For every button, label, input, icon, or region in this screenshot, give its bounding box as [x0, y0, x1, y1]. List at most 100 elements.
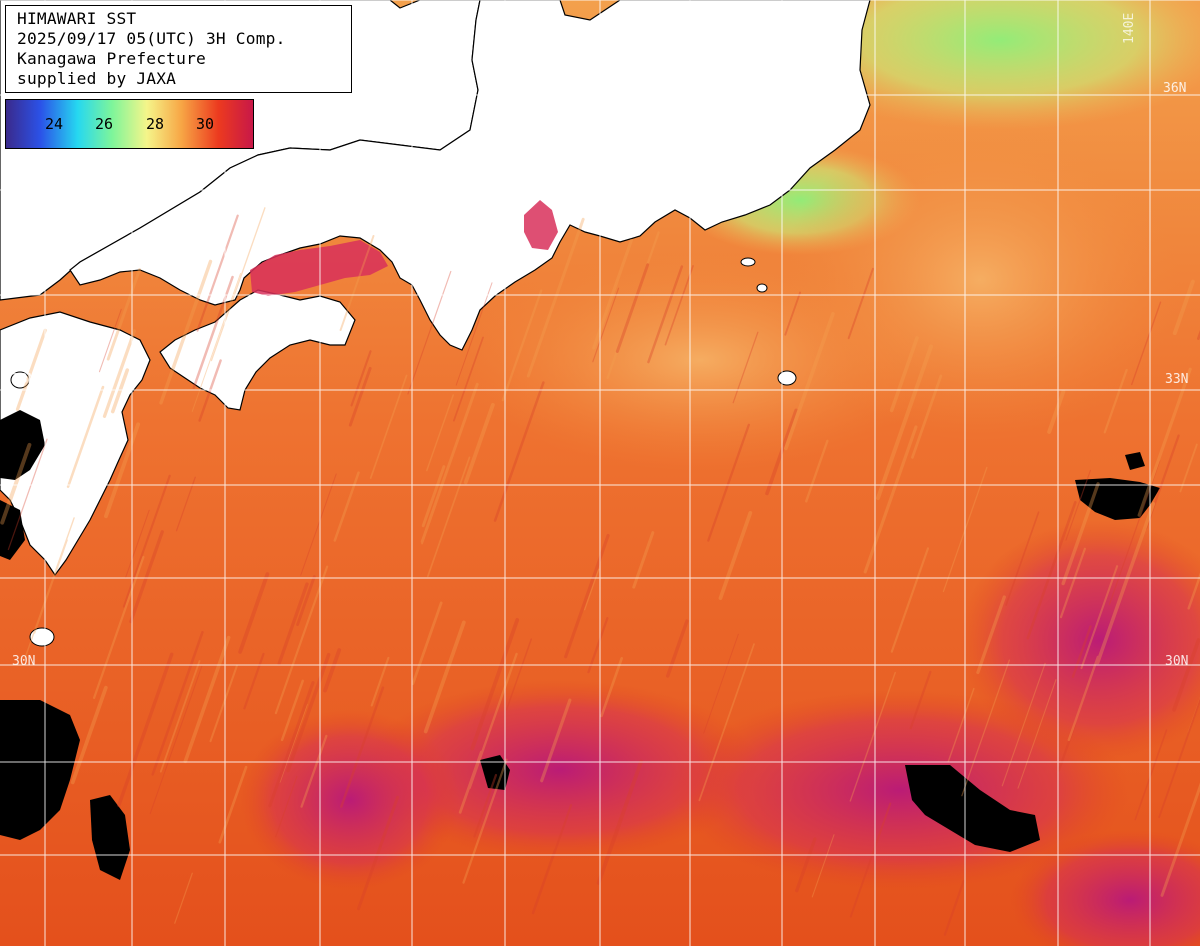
- texture-streak: [551, 804, 573, 860]
- texture-streak: [1061, 482, 1100, 586]
- texture-streak: [159, 259, 213, 405]
- texture-streak: [218, 765, 248, 844]
- info-supplier: supplied by JAXA: [17, 69, 177, 88]
- texture-streak: [647, 265, 684, 364]
- texture-streak: [423, 620, 466, 734]
- texture-streak: [453, 336, 484, 422]
- texture-streak: [1134, 729, 1168, 821]
- texture-streak: [209, 664, 238, 743]
- colorbar-tick-30: 30: [196, 115, 215, 133]
- texture-streak: [592, 287, 620, 363]
- texture-streak: [7, 438, 48, 551]
- texture-streak: [473, 773, 498, 838]
- texture-streak: [210, 207, 266, 362]
- texture-streak: [348, 366, 372, 427]
- texture-streak: [1172, 638, 1200, 712]
- cool-water-northeast: [770, 0, 1200, 130]
- texture-streak: [600, 657, 623, 718]
- texture-streak: [784, 291, 802, 336]
- texture-streak: [1187, 696, 1200, 733]
- texture-streak: [596, 759, 644, 885]
- lat-label-30n-left: 30N: [12, 654, 36, 669]
- texture-streak: [1103, 368, 1128, 434]
- texture-streak: [323, 648, 342, 693]
- texture-streak: [70, 685, 108, 785]
- texture-streak: [665, 619, 689, 678]
- texture-streak: [583, 568, 600, 611]
- texture-streak: [151, 630, 204, 776]
- texture-streak: [300, 473, 337, 576]
- texture-streak: [340, 686, 385, 808]
- texture-streak: [909, 670, 932, 730]
- texture-streak: [718, 510, 753, 600]
- texture-streak: [274, 565, 329, 715]
- texture-streak: [707, 423, 750, 542]
- lon-label-136e: 136E: [484, 12, 499, 44]
- texture-streak: [1047, 389, 1066, 434]
- info-prefecture: Kanagawa Prefecture: [17, 49, 206, 68]
- texture-streak: [110, 368, 130, 414]
- texture-streak: [1137, 367, 1192, 517]
- texture-streak: [149, 665, 203, 815]
- kyushu-land: [0, 311, 151, 577]
- texture-streak: [462, 758, 508, 884]
- texture-streak: [847, 267, 874, 340]
- temperature-colorbar: 24 26 28 30: [5, 99, 254, 149]
- texture-streak: [243, 652, 265, 710]
- texture-streak: [15, 328, 47, 411]
- texture-streak: [369, 374, 408, 479]
- texture-streak: [890, 547, 930, 653]
- lat-label-36n: 36N: [1163, 81, 1187, 96]
- sst-texture: [0, 207, 1200, 936]
- colorbar-tick-26: 26: [95, 115, 114, 133]
- texture-streak: [811, 834, 835, 898]
- texture-streak: [1065, 469, 1091, 541]
- texture-streak: [275, 775, 298, 838]
- texture-streak: [196, 214, 239, 332]
- texture-streak: [961, 659, 1010, 797]
- texture-streak: [615, 263, 650, 353]
- texture-streak: [470, 617, 520, 751]
- texture-streak: [1080, 565, 1119, 670]
- texture-streak: [784, 311, 835, 451]
- texture-streak: [1172, 279, 1195, 336]
- texture-streak: [795, 837, 817, 893]
- texture-streak: [98, 308, 122, 373]
- texture-streak: [280, 679, 304, 742]
- texture-streak: [192, 275, 234, 390]
- lat-label-33n-right: 33N: [1165, 372, 1189, 387]
- texture-streak: [407, 270, 452, 395]
- texture-streak: [1095, 501, 1156, 665]
- texture-streak: [1145, 434, 1180, 530]
- lat-label-30n-right: 30N: [1165, 654, 1189, 669]
- texture-streak: [102, 329, 136, 418]
- texture-streak: [606, 231, 660, 380]
- texture-streak: [1057, 722, 1077, 772]
- texture-streak: [1059, 547, 1086, 619]
- texture-streak: [947, 687, 975, 763]
- texture-streak: [159, 660, 201, 773]
- texture-streak: [1026, 500, 1077, 640]
- texture-streak: [849, 802, 892, 918]
- texture-streak: [1067, 655, 1100, 742]
- texture-streak: [183, 635, 231, 764]
- texture-streak: [805, 439, 829, 503]
- texture-streak: [198, 359, 222, 422]
- texture-streak: [411, 601, 443, 686]
- texture-streak: [421, 465, 446, 528]
- info-datetime: 2025/09/17 05(UTC) 3H Comp.: [17, 29, 286, 48]
- texture-streak: [175, 476, 196, 532]
- texture-streak: [277, 703, 308, 783]
- texture-streak: [277, 582, 309, 666]
- texture-streak: [1001, 662, 1046, 787]
- texture-streak: [421, 493, 441, 545]
- texture-streak: [333, 471, 360, 542]
- texture-streak: [505, 638, 533, 711]
- texture-streak: [1017, 679, 1057, 789]
- texture-streak: [426, 394, 454, 472]
- texture-streak: [493, 381, 545, 522]
- texture-streak: [849, 671, 896, 802]
- texture-streak: [356, 795, 400, 911]
